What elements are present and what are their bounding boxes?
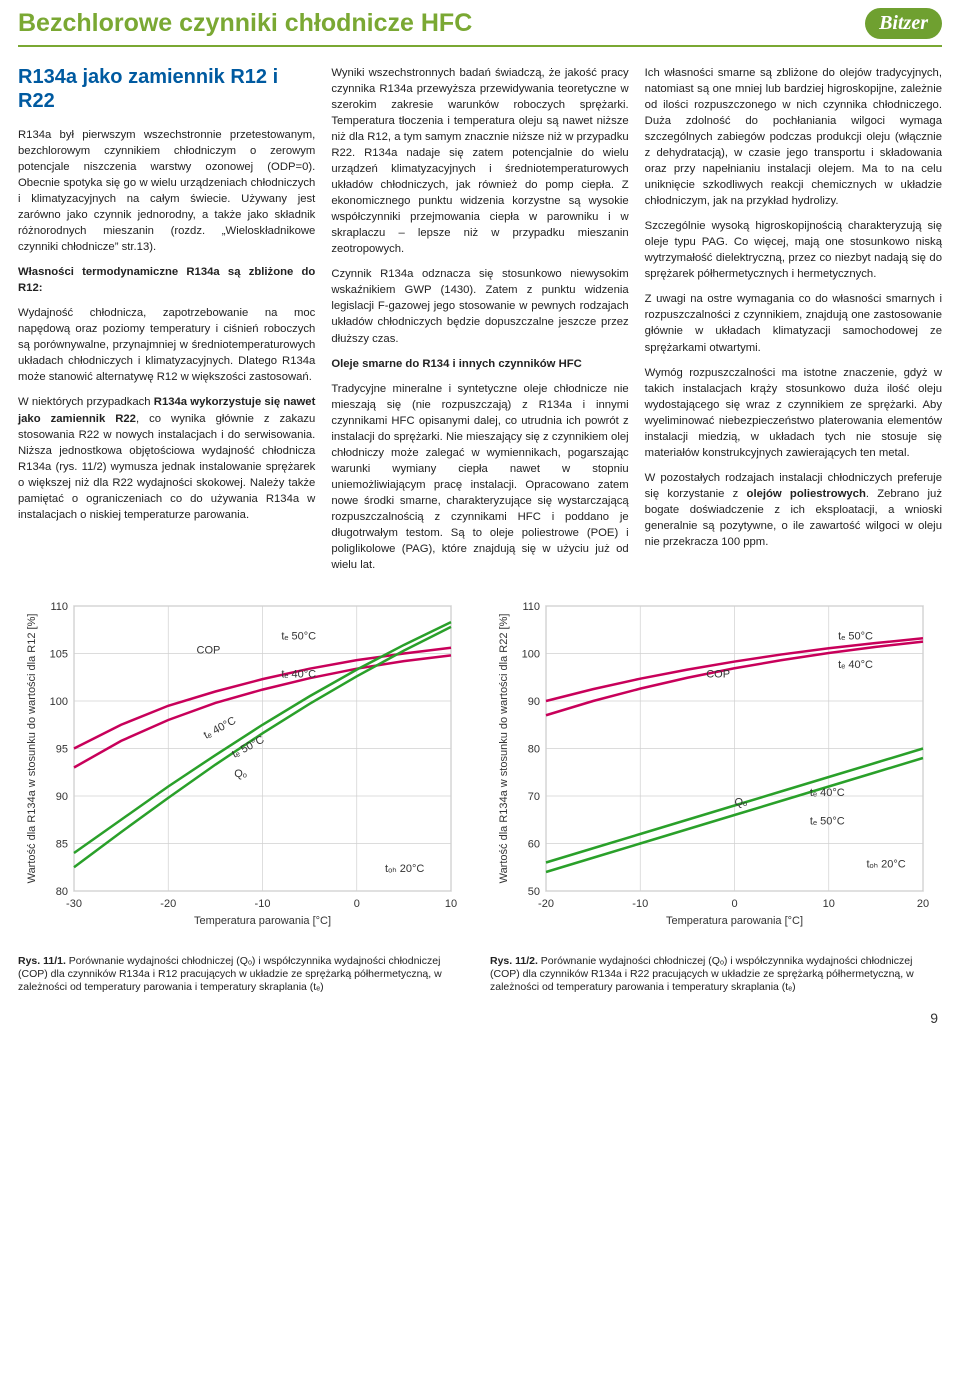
- svg-text:Qₒ: Qₒ: [735, 796, 748, 808]
- svg-text:-10: -10: [255, 898, 271, 910]
- svg-text:60: 60: [528, 838, 540, 850]
- chart-2: 50 60 70 80 90 100 110 -20 -10 0 10 20 Temperatura p…: [490, 596, 942, 946]
- svg-text:tₑ 40°C: tₑ 40°C: [838, 659, 873, 671]
- svg-text:COP: COP: [706, 668, 730, 680]
- svg-text:90: 90: [56, 791, 68, 803]
- paragraph: Własności termodynamiczne R134a są zbliż…: [18, 264, 315, 296]
- svg-text:Temperatura parowania [°C]: Temperatura parowania [°C]: [194, 915, 331, 927]
- svg-text:100: 100: [50, 696, 68, 708]
- paragraph: W pozostałych rodzajach instalacji chłod…: [645, 470, 942, 550]
- chart-1: 80 85 90 95 100 105 110 -30 -20 -10 0 10 Temperatura…: [18, 596, 470, 946]
- svg-text:tₒₕ 20°C: tₒₕ 20°C: [866, 858, 905, 870]
- svg-text:10: 10: [823, 898, 835, 910]
- paragraph: Oleje smarne do R134 i innych czynników …: [331, 356, 628, 372]
- svg-text:0: 0: [354, 898, 360, 910]
- svg-text:tₑ 50°C: tₑ 50°C: [281, 630, 316, 642]
- paragraph: Ich własności smarne są zbliżone do olej…: [645, 65, 942, 209]
- chart-2-panel: 50 60 70 80 90 100 110 -20 -10 0 10 20 Temperatura p…: [490, 596, 942, 994]
- page-number: 9: [0, 1004, 960, 1036]
- svg-text:105: 105: [50, 648, 68, 660]
- chart-1-panel: 80 85 90 95 100 105 110 -30 -20 -10 0 10 Temperatura…: [18, 596, 470, 994]
- page-title: Bezchlorowe czynniki chłodnicze HFC: [18, 9, 472, 38]
- svg-text:Qₒ: Qₒ: [234, 768, 247, 780]
- chart-2-caption: Rys. 11/2. Porównanie wydajności chłodni…: [490, 955, 942, 994]
- brand-logo: Bitzer: [865, 8, 942, 39]
- paragraph: Tradycyjne mineralne i syntetyczne oleje…: [331, 381, 628, 573]
- body-columns: R134a jako zamiennik R12 i R22 R134a był…: [0, 65, 960, 596]
- svg-text:80: 80: [528, 743, 540, 755]
- svg-text:20: 20: [917, 898, 929, 910]
- charts-row: 80859095100105110-30-20-10010Temperatura…: [0, 596, 960, 1004]
- svg-text:Temperatura parowania [°C]: Temperatura parowania [°C]: [666, 915, 803, 927]
- paragraph: Szczególnie wysoką higroskopijnością cha…: [645, 218, 942, 282]
- section-heading: R134a jako zamiennik R12 i R22: [18, 65, 315, 113]
- paragraph: Wyniki wszechstronnych badań świadczą, ż…: [331, 65, 628, 257]
- svg-text:110: 110: [522, 601, 540, 613]
- paragraph: Wydajność chłodnicza, zapotrzebowanie na…: [18, 305, 315, 385]
- paragraph: R134a był pierwszym wszechstronnie przet…: [18, 127, 315, 255]
- svg-text:50: 50: [528, 886, 540, 898]
- svg-text:-30: -30: [66, 898, 82, 910]
- svg-text:Wartość dla R134a w stosunku d: Wartość dla R134a w stosunku do wartości…: [498, 614, 510, 884]
- svg-text:-10: -10: [632, 898, 648, 910]
- svg-text:85: 85: [56, 838, 68, 850]
- column-1: R134a jako zamiennik R12 i R22 R134a był…: [18, 65, 315, 582]
- page-header: Bezchlorowe czynniki chłodnicze HFC Bitz…: [0, 0, 960, 41]
- svg-text:70: 70: [528, 791, 540, 803]
- paragraph: Z uwagi na ostre wymagania co do własnoś…: [645, 291, 942, 355]
- column-2: Wyniki wszechstronnych badań świadczą, ż…: [331, 65, 628, 582]
- svg-text:100: 100: [522, 648, 540, 660]
- svg-text:0: 0: [731, 898, 737, 910]
- chart-1-caption: Rys. 11/1. Porównanie wydajności chłodni…: [18, 955, 470, 994]
- paragraph: Wymóg rozpuszczalności ma istotne znacze…: [645, 365, 942, 461]
- svg-text:tₑ 40°C: tₑ 40°C: [810, 787, 845, 799]
- svg-text:95: 95: [56, 743, 68, 755]
- svg-text:-20: -20: [538, 898, 554, 910]
- svg-text:tₑ 40°C: tₑ 40°C: [281, 668, 316, 680]
- column-3: Ich własności smarne są zbliżone do olej…: [645, 65, 942, 582]
- svg-text:10: 10: [445, 898, 457, 910]
- svg-text:tₒₕ 20°C: tₒₕ 20°C: [385, 863, 424, 875]
- paragraph: Czynnik R134a odznacza się stosunkowo ni…: [331, 266, 628, 346]
- svg-text:tₑ 50°C: tₑ 50°C: [838, 630, 873, 642]
- svg-text:90: 90: [528, 696, 540, 708]
- svg-text:110: 110: [50, 601, 68, 613]
- svg-text:Wartość dla R134a w stosunku d: Wartość dla R134a w stosunku do wartości…: [26, 614, 38, 884]
- svg-text:80: 80: [56, 886, 68, 898]
- svg-text:COP: COP: [197, 644, 221, 656]
- header-rule: [18, 45, 942, 47]
- svg-text:-20: -20: [160, 898, 176, 910]
- svg-text:tₑ 50°C: tₑ 50°C: [810, 815, 845, 827]
- paragraph: W niektórych przypadkach R134a wykorzyst…: [18, 394, 315, 522]
